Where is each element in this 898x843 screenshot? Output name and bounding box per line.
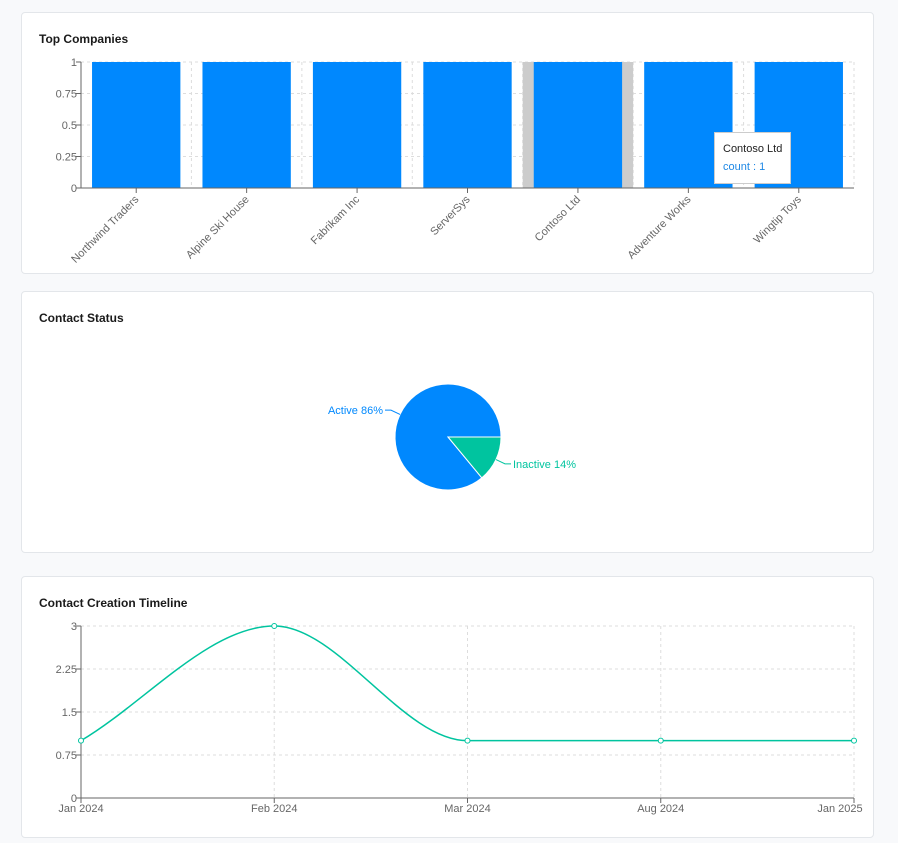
y-tick-label: 0.5 xyxy=(62,120,77,132)
x-tick-label: Contoso Ltd xyxy=(533,194,583,244)
y-tick-label: 3 xyxy=(71,621,77,633)
pie-label-line xyxy=(495,459,512,465)
contact-timeline-card: Contact Creation Timeline 0 0.75 1.5 2.25 3 J… xyxy=(21,576,874,838)
y-tick-label: 2.25 xyxy=(56,664,77,676)
y-tick-label: 0 xyxy=(71,793,77,805)
tooltip-label: Contoso Ltd xyxy=(723,143,783,155)
timeline-point xyxy=(657,737,664,744)
tooltip-value: count : 1 xyxy=(723,161,766,173)
pie-label: Active 86% xyxy=(328,405,383,417)
timeline-point xyxy=(464,737,471,744)
timeline-line xyxy=(80,625,854,742)
contact-timeline-title: Contact Creation Timeline xyxy=(39,596,188,610)
x-tick-label: Jan 2024 xyxy=(58,803,103,815)
y-tick-label: 1.5 xyxy=(62,707,77,719)
pie-label: Inactive 14% xyxy=(513,459,576,471)
y-tick-label: 0.75 xyxy=(56,750,77,762)
x-tick-label: ServerSys xyxy=(428,193,473,238)
y-tick-label: 0 xyxy=(71,183,77,195)
y-tick-label: 0.75 xyxy=(56,89,77,101)
bar xyxy=(423,62,512,188)
x-tick-label: Northwind Traders xyxy=(69,193,141,265)
x-tick-label: Jan 2025 xyxy=(817,803,862,815)
y-tick-label: 1 xyxy=(71,57,77,69)
x-tick-label: Mar 2024 xyxy=(444,803,490,815)
timeline-point xyxy=(271,623,278,629)
timeline-point xyxy=(851,737,857,744)
bar xyxy=(533,62,623,188)
top-companies-card: Top Companies 0 0.25 0.5 0.75 1 Northwind Tra… xyxy=(21,12,874,274)
top-companies-title: Top Companies xyxy=(39,32,129,46)
contact-status-title: Contact Status xyxy=(39,311,124,325)
x-tick-label: Adventure Works xyxy=(625,193,693,261)
x-tick-label: Fabrikam Inc xyxy=(309,193,363,247)
x-tick-label: Feb 2024 xyxy=(251,803,297,815)
x-tick-label: Alpine Ski House xyxy=(184,194,252,262)
timeline-point xyxy=(78,737,84,744)
pie-label-line xyxy=(384,409,401,415)
pie-slice xyxy=(446,436,502,479)
contact-status-chart: Active 86% Inactive 14% xyxy=(328,383,576,491)
bar xyxy=(312,62,402,188)
bar-tooltip: Contoso Ltd count : 1 xyxy=(714,132,792,184)
contact-timeline-chart: 0 0.75 1.5 2.25 3 Jan 2024 Feb 2024 Mar 2024 Aug… xyxy=(56,621,863,815)
bar xyxy=(202,62,291,188)
x-tick-label: Aug 2024 xyxy=(637,803,684,815)
y-tick-label: 0.25 xyxy=(56,152,77,164)
contact-status-card: Contact Status Active 86% Inactive 14% xyxy=(21,291,874,553)
bar xyxy=(92,62,181,188)
x-tick-label: Wingtip Toys xyxy=(751,193,804,246)
